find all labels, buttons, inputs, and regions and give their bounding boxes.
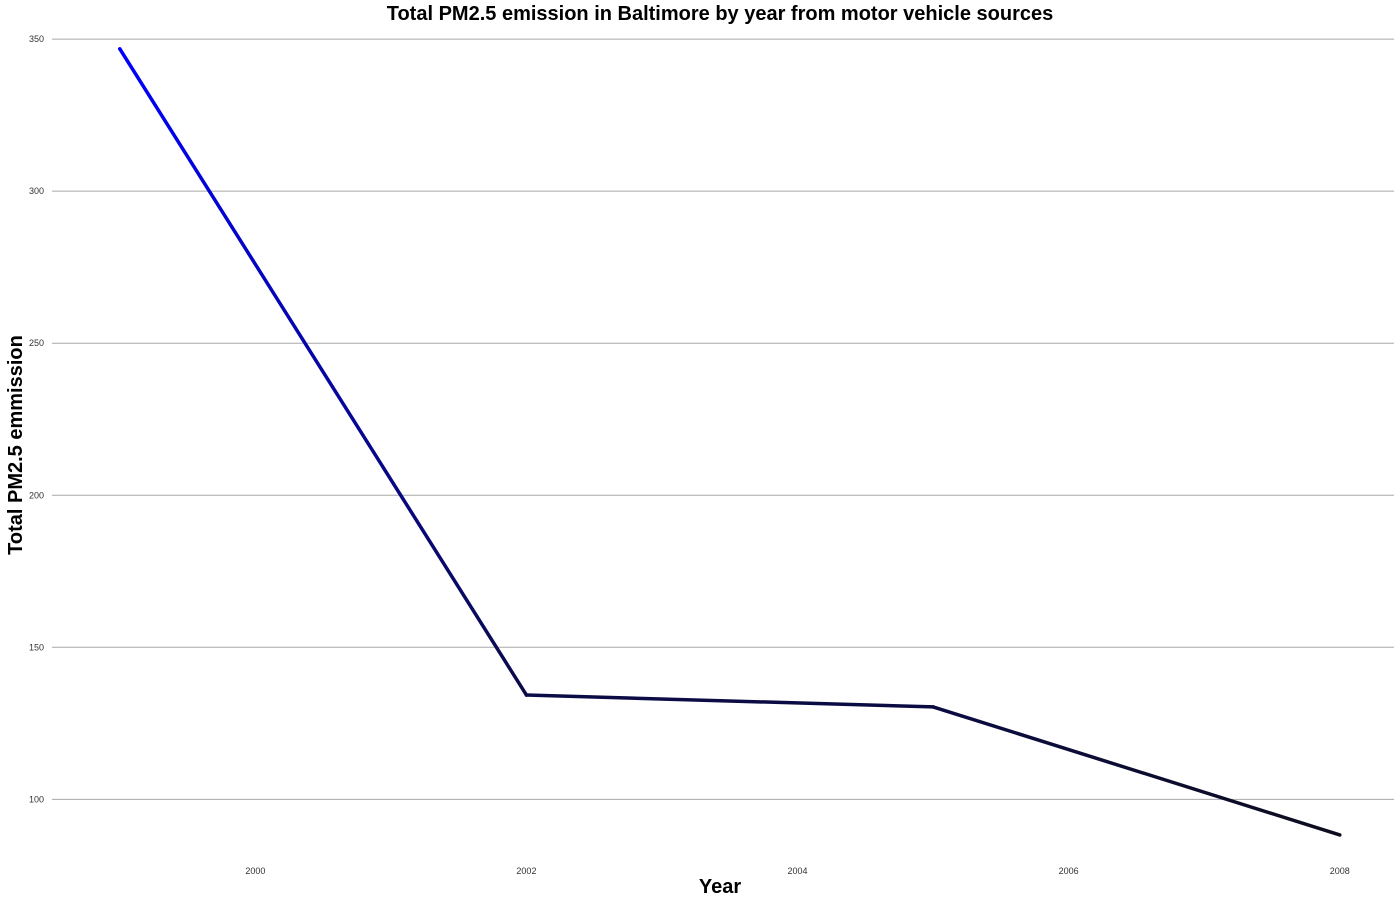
data-point — [1338, 833, 1342, 837]
series-line-segment — [118, 47, 529, 697]
series-layer — [118, 47, 1342, 837]
y-tick-label: 150 — [29, 642, 44, 652]
y-tick-label: 350 — [29, 34, 44, 44]
x-tick-label: 2008 — [1330, 866, 1350, 876]
x-tick-label: 2002 — [516, 866, 536, 876]
x-tick-label: 2006 — [1059, 866, 1079, 876]
data-point — [524, 693, 529, 697]
y-axis-ticks: 100 150 200 250 300 350 — [29, 34, 44, 804]
x-tick-label: 2000 — [245, 866, 265, 876]
data-point — [118, 47, 122, 51]
series-line-segment — [524, 693, 935, 709]
series-line-segment — [931, 705, 1342, 837]
chart-title: Total PM2.5 emission in Baltimore by yea… — [387, 3, 1054, 25]
x-axis-ticks: 2000 2002 2004 2006 2008 — [245, 866, 1349, 876]
gridlines — [52, 38, 1394, 800]
y-tick-label: 200 — [29, 490, 44, 500]
y-axis-label: Total PM2.5 emmission — [5, 335, 27, 555]
x-axis-label: Year — [699, 876, 741, 898]
y-tick-label: 300 — [29, 186, 44, 196]
x-tick-label: 2004 — [788, 866, 808, 876]
y-tick-label: 250 — [29, 338, 44, 348]
y-tick-label: 100 — [29, 794, 44, 804]
data-point — [931, 705, 935, 709]
